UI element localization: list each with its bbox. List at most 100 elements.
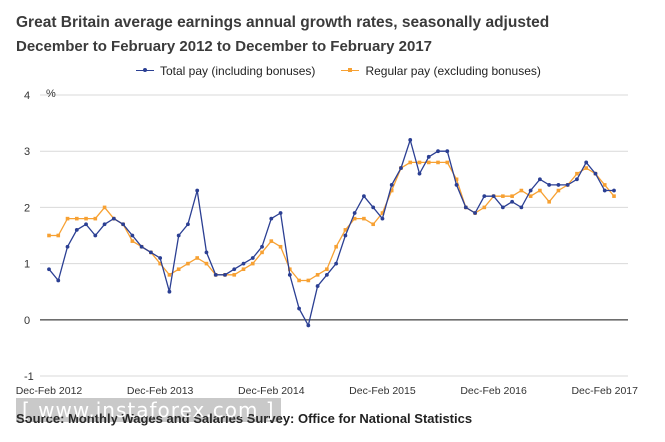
regular-pay-point[interactable]: [232, 273, 237, 277]
regular-pay-point[interactable]: [482, 205, 487, 210]
regular-pay-point[interactable]: [278, 244, 283, 249]
total-pay-point[interactable]: [426, 154, 431, 159]
regular-pay-point[interactable]: [74, 216, 79, 221]
regular-pay-point[interactable]: [306, 278, 311, 283]
total-pay-point[interactable]: [269, 216, 274, 221]
regular-pay-point[interactable]: [158, 261, 162, 266]
total-pay-point[interactable]: [260, 244, 264, 249]
regular-pay-point[interactable]: [371, 222, 375, 227]
regular-pay-point[interactable]: [602, 183, 607, 187]
total-pay-point[interactable]: [148, 250, 153, 255]
total-pay-point[interactable]: [223, 272, 227, 277]
total-pay-point[interactable]: [204, 250, 209, 255]
total-pay-point[interactable]: [278, 211, 283, 215]
regular-pay-point[interactable]: [612, 194, 616, 198]
regular-pay-point[interactable]: [528, 194, 533, 198]
regular-pay-point[interactable]: [47, 233, 51, 238]
total-pay-point[interactable]: [362, 194, 366, 199]
total-pay-point[interactable]: [538, 177, 542, 182]
regular-pay-point[interactable]: [445, 160, 450, 165]
regular-pay-point[interactable]: [102, 205, 107, 210]
total-pay-point[interactable]: [343, 233, 348, 238]
regular-pay-point[interactable]: [519, 188, 524, 193]
regular-pay-point[interactable]: [510, 194, 514, 198]
total-pay-point[interactable]: [510, 199, 515, 204]
regular-pay-point[interactable]: [167, 273, 172, 277]
total-pay-point[interactable]: [195, 188, 200, 193]
total-pay-point[interactable]: [334, 261, 339, 266]
total-pay-point[interactable]: [56, 278, 61, 283]
regular-pay-point[interactable]: [352, 216, 357, 221]
total-pay-point[interactable]: [315, 284, 320, 288]
regular-pay-point[interactable]: [436, 160, 440, 165]
total-pay-point[interactable]: [93, 233, 98, 238]
regular-pay-point[interactable]: [389, 188, 394, 193]
total-pay-point[interactable]: [575, 177, 579, 182]
total-pay-point[interactable]: [482, 194, 487, 199]
total-pay-point[interactable]: [111, 216, 116, 221]
total-pay-point[interactable]: [74, 227, 79, 232]
regular-pay-point[interactable]: [325, 267, 329, 272]
regular-pay-point[interactable]: [315, 273, 320, 277]
total-pay-point[interactable]: [547, 183, 552, 187]
total-pay-point[interactable]: [306, 323, 311, 328]
total-pay-point[interactable]: [186, 222, 190, 227]
total-pay-point[interactable]: [167, 289, 172, 294]
total-pay-point[interactable]: [47, 267, 51, 272]
regular-pay-point[interactable]: [454, 177, 459, 182]
total-pay-point[interactable]: [380, 216, 385, 221]
total-pay-point[interactable]: [491, 194, 496, 199]
total-pay-point[interactable]: [213, 272, 218, 277]
regular-pay-point[interactable]: [417, 160, 422, 165]
total-pay-point[interactable]: [121, 222, 125, 227]
total-pay-point[interactable]: [250, 256, 255, 260]
total-pay-point[interactable]: [352, 211, 357, 215]
total-pay-point[interactable]: [519, 205, 524, 210]
regular-pay-point[interactable]: [204, 261, 209, 266]
total-pay-point[interactable]: [297, 306, 301, 311]
regular-pay-point[interactable]: [288, 267, 292, 272]
legend-item-total-pay[interactable]: Total pay (including bonuses): [136, 64, 315, 78]
total-pay-point[interactable]: [556, 183, 561, 187]
total-pay-point[interactable]: [463, 205, 468, 210]
regular-pay-point[interactable]: [426, 160, 431, 165]
total-pay-point[interactable]: [436, 149, 440, 154]
total-pay-point[interactable]: [593, 171, 598, 176]
regular-pay-point[interactable]: [65, 216, 70, 221]
total-pay-point[interactable]: [612, 188, 616, 193]
regular-pay-point[interactable]: [130, 239, 135, 243]
total-pay-point[interactable]: [528, 188, 533, 193]
total-pay-point[interactable]: [84, 222, 88, 227]
total-pay-point[interactable]: [500, 205, 505, 210]
regular-pay-point[interactable]: [84, 216, 88, 221]
total-pay-point[interactable]: [473, 211, 477, 215]
regular-pay-point[interactable]: [538, 188, 542, 193]
total-pay-point[interactable]: [389, 183, 394, 187]
regular-pay-point[interactable]: [408, 160, 413, 165]
total-pay-point[interactable]: [232, 267, 237, 272]
regular-pay-point[interactable]: [186, 261, 190, 266]
regular-pay-point[interactable]: [250, 261, 255, 266]
legend-item-regular-pay[interactable]: Regular pay (excluding bonuses): [341, 64, 541, 78]
regular-pay-point[interactable]: [584, 166, 589, 170]
regular-pay-point[interactable]: [93, 216, 98, 221]
regular-pay-point[interactable]: [195, 256, 199, 260]
total-pay-point[interactable]: [445, 149, 450, 154]
regular-pay-point[interactable]: [501, 194, 505, 198]
total-pay-point[interactable]: [584, 160, 589, 165]
total-pay-point[interactable]: [602, 188, 607, 193]
regular-pay-point[interactable]: [380, 211, 385, 215]
total-pay-point[interactable]: [102, 222, 107, 227]
regular-pay-point[interactable]: [297, 278, 301, 283]
regular-pay-point[interactable]: [241, 267, 246, 272]
regular-pay-point[interactable]: [334, 244, 338, 249]
total-pay-point[interactable]: [241, 261, 246, 266]
regular-pay-point[interactable]: [260, 250, 264, 255]
total-pay-point[interactable]: [65, 244, 70, 249]
total-pay-point[interactable]: [399, 166, 403, 170]
regular-pay-point[interactable]: [56, 233, 61, 238]
regular-pay-point[interactable]: [176, 267, 181, 272]
total-pay-point[interactable]: [287, 272, 292, 277]
total-pay-point[interactable]: [130, 233, 135, 238]
regular-pay-point[interactable]: [575, 171, 579, 176]
